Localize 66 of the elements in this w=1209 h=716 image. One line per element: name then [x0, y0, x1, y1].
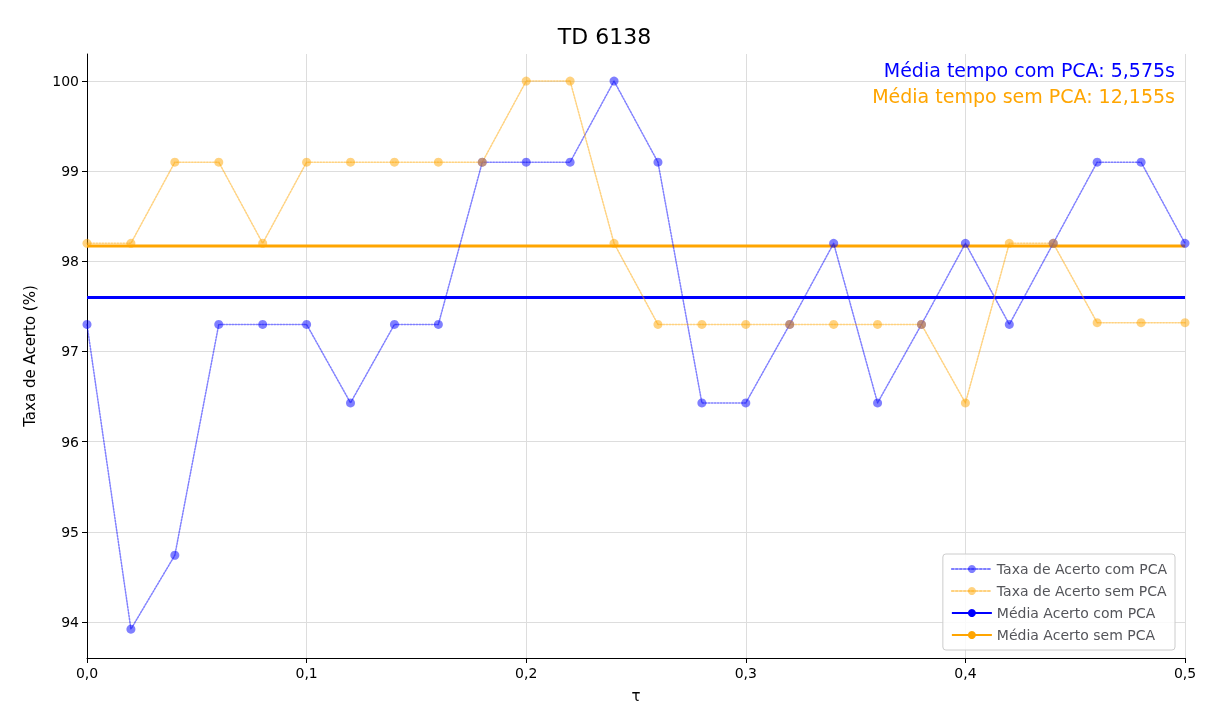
- point: [1092, 157, 1102, 167]
- point: [170, 157, 180, 167]
- point: [389, 157, 399, 167]
- point: [389, 319, 399, 329]
- point: [1136, 157, 1146, 167]
- point: [214, 319, 224, 329]
- y-tick-label: 98: [61, 253, 79, 270]
- point: [741, 398, 751, 408]
- x-axis-title: τ: [631, 686, 641, 705]
- point: [346, 157, 356, 167]
- point: [126, 624, 136, 634]
- chart-title: TD 6138: [556, 23, 652, 49]
- point: [433, 319, 443, 329]
- point: [565, 157, 575, 167]
- x-tick-label: 0,2: [515, 665, 538, 681]
- point: [609, 238, 619, 248]
- point: [1092, 318, 1102, 328]
- annotation: Média tempo sem PCA: 12,155s: [872, 84, 1176, 107]
- point: [653, 157, 663, 167]
- point: [258, 238, 268, 248]
- y-tick-label: 96: [61, 433, 80, 450]
- point: [521, 76, 531, 86]
- legend-label: Taxa de Acerto com PCA: [995, 561, 1168, 577]
- point: [1180, 318, 1190, 328]
- x-tick-label: 0,3: [734, 665, 757, 681]
- point: [829, 319, 839, 329]
- point: [697, 398, 707, 408]
- y-tick-label: 100: [52, 73, 79, 90]
- point: [653, 319, 663, 329]
- point: [697, 319, 707, 329]
- y-tick-label: 99: [61, 163, 79, 180]
- point: [741, 319, 751, 329]
- point: [82, 319, 92, 329]
- point: [433, 157, 443, 167]
- point: [1004, 319, 1014, 329]
- point: [126, 238, 136, 248]
- point: [258, 319, 268, 329]
- point: [302, 157, 312, 167]
- point: [1004, 238, 1014, 248]
- point: [873, 319, 883, 329]
- point: [960, 398, 970, 408]
- y-tick-label: 94: [61, 613, 80, 630]
- point: [960, 238, 970, 248]
- y-axis-title: Taxa de Acerto (%): [20, 285, 39, 428]
- annotation: Média tempo com PCA: 5,575s: [883, 58, 1175, 81]
- point: [609, 76, 619, 86]
- point: [873, 398, 883, 408]
- x-tick-label: 0,1: [295, 665, 318, 681]
- legend-label: Média Acerto com PCA: [996, 605, 1156, 621]
- point: [170, 550, 180, 560]
- legend-label: Taxa de Acerto sem PCA: [995, 583, 1168, 599]
- point: [82, 238, 92, 248]
- x-tick-label: 0,5: [1173, 665, 1197, 681]
- point: [1180, 238, 1190, 248]
- point: [1136, 318, 1146, 328]
- x-tick-label: 0,0: [75, 665, 99, 681]
- point: [346, 398, 356, 408]
- point: [829, 238, 839, 248]
- point: [565, 76, 575, 86]
- point: [214, 157, 224, 167]
- x-tick-label: 0,4: [954, 665, 977, 681]
- point: [302, 319, 312, 329]
- point: [521, 157, 531, 167]
- y-tick-label: 97: [61, 343, 79, 360]
- y-tick-label: 95: [61, 523, 79, 540]
- legend-label: Média Acerto sem PCA: [996, 627, 1156, 643]
